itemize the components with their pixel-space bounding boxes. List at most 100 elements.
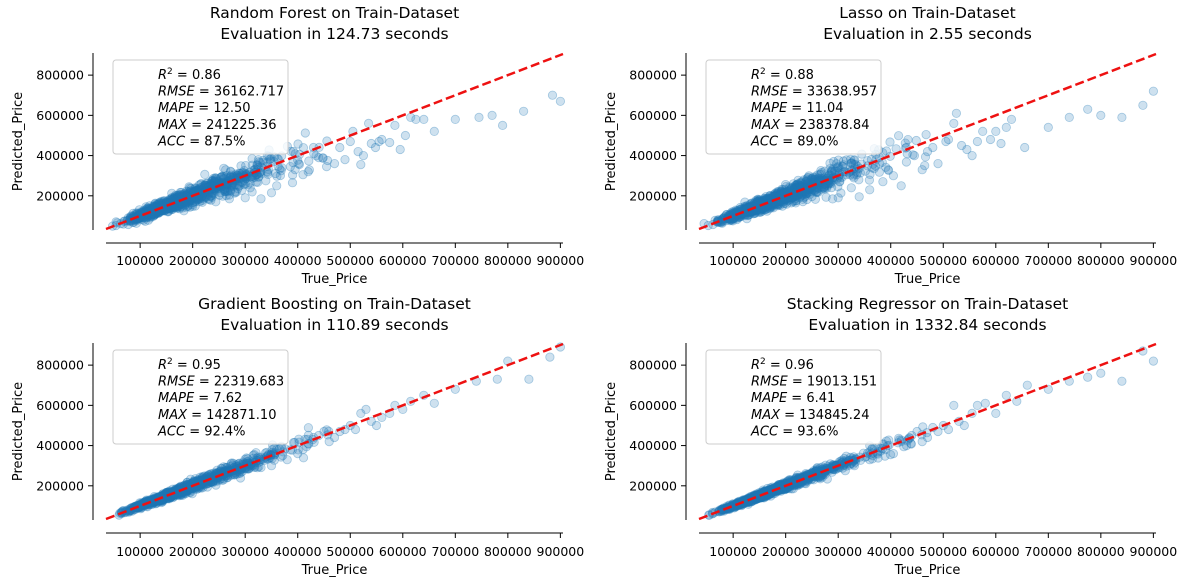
data-point <box>311 151 321 161</box>
data-point <box>411 114 421 125</box>
data-point <box>943 134 954 145</box>
data-point <box>835 176 845 186</box>
data-point <box>231 187 241 197</box>
x-tick-label: 800000 <box>484 544 532 559</box>
chart-title: Stacking Regressor on Train-Dataset <box>787 295 1068 313</box>
data-point <box>251 177 261 187</box>
y-tick-label: 400000 <box>629 438 677 453</box>
data-point <box>928 142 938 153</box>
stat-max: MAX = 241225.36 <box>158 118 276 133</box>
data-point <box>846 183 856 193</box>
stat-max: MAX = 142871.10 <box>158 408 276 423</box>
data-point <box>893 131 904 141</box>
y-tick-label: 800000 <box>36 358 84 373</box>
x-tick-label: 400000 <box>274 544 322 559</box>
x-tick-label: 700000 <box>431 544 479 559</box>
data-point <box>888 171 899 181</box>
data-point <box>474 112 484 123</box>
data-point <box>141 202 151 212</box>
data-point <box>356 160 366 170</box>
data-point <box>276 166 286 176</box>
x-tick-label: 300000 <box>814 253 862 268</box>
y-tick-label: 400000 <box>36 438 84 453</box>
data-point <box>921 130 931 140</box>
data-point <box>303 167 313 177</box>
x-tick-label: 500000 <box>919 253 967 268</box>
data-point <box>335 142 345 153</box>
data-point <box>901 440 912 451</box>
data-point <box>198 193 208 203</box>
data-point <box>238 177 248 187</box>
data-point <box>185 183 195 193</box>
x-tick-label: 900000 <box>537 253 585 268</box>
data-point <box>1064 112 1074 123</box>
data-point <box>288 437 299 448</box>
data-point <box>191 196 201 207</box>
y-tick-label: 200000 <box>629 188 677 203</box>
chart-title: Lasso on Train-Dataset <box>839 4 1015 22</box>
data-point <box>896 181 906 191</box>
data-point <box>298 444 308 455</box>
data-point <box>991 126 1001 136</box>
stat-rmse: RMSE = 22319.683 <box>158 375 284 390</box>
stat-mape: MAPE = 6.41 <box>751 391 835 406</box>
data-point <box>1020 142 1030 153</box>
chart-title: Random Forest on Train-Dataset <box>210 4 459 22</box>
y-tick-label: 800000 <box>36 68 84 83</box>
data-point <box>854 192 864 202</box>
x-tick-label: 700000 <box>1024 253 1072 268</box>
x-tick-label: 700000 <box>1024 544 1072 559</box>
data-point <box>371 420 382 431</box>
data-point <box>385 137 395 148</box>
data-point <box>240 193 250 203</box>
data-point <box>239 180 249 190</box>
data-point <box>395 144 405 155</box>
x-tick-label: 900000 <box>537 544 585 559</box>
x-axis-label: True_Price <box>894 563 961 578</box>
data-point <box>922 432 933 443</box>
data-point <box>1001 122 1011 133</box>
data-point <box>419 114 429 125</box>
x-tick-label: 600000 <box>972 544 1020 559</box>
data-point <box>207 189 217 199</box>
y-axis-label: Predicted_Price <box>11 382 26 481</box>
data-point <box>810 194 821 204</box>
y-tick-label: 600000 <box>629 108 677 123</box>
data-point <box>303 423 313 433</box>
y-tick-label: 600000 <box>629 398 677 413</box>
data-point <box>943 424 954 435</box>
data-point <box>245 178 255 188</box>
data-point <box>209 189 219 199</box>
data-point <box>400 130 410 141</box>
x-tick-label: 100000 <box>709 544 757 559</box>
data-point <box>985 134 996 145</box>
stat-rmse: RMSE = 36162.717 <box>158 85 284 100</box>
stat-max: MAX = 238378.84 <box>751 118 869 133</box>
y-tick-label: 600000 <box>36 398 84 413</box>
data-point <box>524 374 534 384</box>
x-axis-label: True_Price <box>301 272 368 287</box>
data-point <box>865 455 875 465</box>
data-point <box>833 193 843 203</box>
data-point <box>224 194 234 204</box>
data-point <box>188 201 198 211</box>
data-point <box>219 185 229 195</box>
data-point <box>967 151 977 161</box>
x-tick-label: 200000 <box>762 253 810 268</box>
x-tick-label: 100000 <box>116 253 164 268</box>
data-point <box>287 178 298 188</box>
data-point <box>757 204 767 214</box>
x-tick-label: 200000 <box>169 544 217 559</box>
data-point <box>206 191 216 201</box>
y-axis-label: Predicted_Price <box>604 92 619 191</box>
data-point <box>282 455 292 465</box>
x-tick-label: 300000 <box>221 544 269 559</box>
data-point <box>821 192 831 202</box>
data-point <box>200 192 210 202</box>
data-point <box>1117 112 1127 123</box>
data-point <box>547 90 558 100</box>
data-point <box>429 126 439 136</box>
data-point <box>214 190 224 200</box>
